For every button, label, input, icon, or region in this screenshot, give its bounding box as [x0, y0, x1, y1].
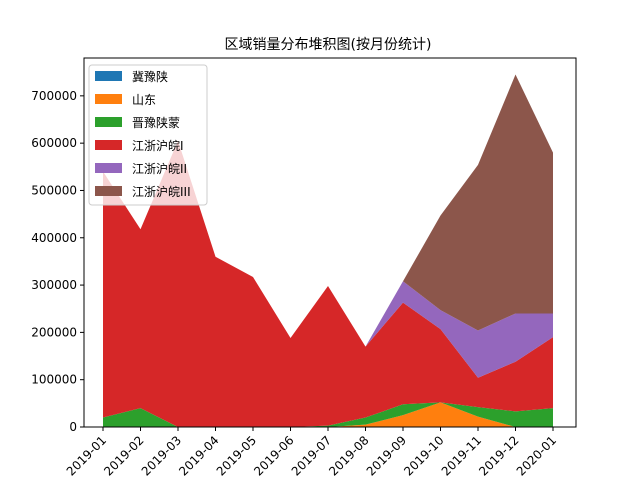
plot-frame	[83, 57, 577, 428]
area-series-1	[103, 402, 553, 427]
legend-label-2: 晋豫陕蒙	[132, 115, 180, 130]
x-tick-label-1: 2019-02	[101, 433, 146, 478]
legend-swatch-1	[95, 94, 122, 104]
x-tick-label-6: 2019-07	[289, 433, 334, 478]
x-tick-label-8: 2019-09	[364, 433, 409, 478]
x-tick-label-7: 2019-08	[326, 433, 371, 478]
legend-swatch-3	[95, 140, 122, 150]
legend-label-5: 江浙沪皖III	[132, 185, 191, 199]
legend-swatch-4	[95, 163, 122, 173]
legend-label-4: 江浙沪皖II	[132, 162, 187, 176]
y-tick-label-5: 500000	[31, 183, 77, 197]
legend-label-3: 江浙沪皖I	[132, 139, 184, 153]
y-tick-label-7: 700000	[31, 89, 77, 103]
chart-title: 区域销量分布堆积图(按月份统计)	[225, 37, 432, 53]
area-series-4	[103, 140, 553, 378]
y-axis: 0 100000 200000 300000 400000 500000 600000 700…	[31, 89, 84, 434]
legend-label-1: 山东	[132, 93, 156, 107]
legend-swatch-0	[95, 71, 122, 81]
x-tick-label-12: 2020-01	[514, 433, 559, 478]
x-tick-label-11: 2019-12	[476, 433, 521, 478]
y-tick-label-3: 300000	[31, 278, 77, 292]
x-tick-label-2: 2019-03	[139, 433, 184, 478]
area-series-group	[103, 74, 553, 428]
y-tick-label-6: 600000	[31, 136, 77, 150]
area-series-3	[103, 140, 553, 428]
y-tick-label-2: 200000	[31, 325, 77, 339]
x-axis: 2019-012019-022019-032019-042019-052019-…	[64, 427, 559, 479]
x-tick-label-0: 2019-01	[64, 433, 109, 478]
legend-swatch-2	[95, 117, 122, 127]
area-series-2	[103, 402, 553, 427]
legend-swatch-5	[95, 186, 122, 196]
x-tick-label-5: 2019-06	[251, 433, 296, 478]
legend-label-0: 冀豫陕	[132, 69, 168, 84]
y-tick-label-1: 100000	[31, 373, 77, 387]
x-tick-label-10: 2019-11	[439, 433, 484, 478]
legend-box	[88, 64, 208, 206]
area-series-5	[103, 74, 553, 347]
x-tick-label-4: 2019-05	[214, 433, 259, 478]
y-tick-label-4: 400000	[31, 231, 77, 245]
x-tick-label-9: 2019-10	[401, 433, 446, 478]
y-tick-label-0: 0	[69, 420, 77, 434]
x-tick-label-3: 2019-04	[176, 433, 221, 478]
